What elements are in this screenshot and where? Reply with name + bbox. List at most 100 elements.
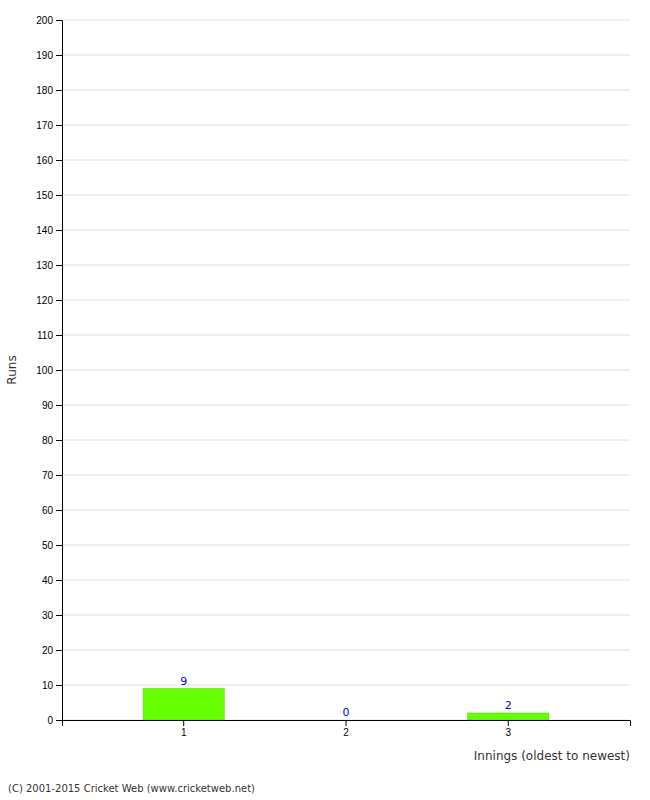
y-tick-label: 0	[47, 715, 53, 726]
data-label: 0	[343, 706, 350, 719]
y-tick: 130	[36, 260, 62, 271]
y-tick: 160	[36, 155, 62, 166]
y-tick-label: 30	[42, 610, 54, 621]
bar	[143, 689, 224, 721]
x-axis-line	[63, 721, 631, 727]
y-axis: 0 10 20 30 40 50 60 70 80 90 100 110 120 130 140 150 160…	[36, 15, 62, 726]
y-tick: 100	[36, 365, 62, 376]
y-tick: 190	[36, 50, 62, 61]
grid-line	[62, 370, 630, 371]
y-tick: 0	[47, 715, 62, 726]
y-tick-mark	[56, 55, 62, 56]
chart: 0102030405060708090100110120130140150160…	[0, 0, 650, 800]
y-tick-label: 20	[42, 645, 54, 656]
y-tick: 50	[42, 540, 62, 551]
y-tick: 40	[42, 575, 62, 586]
bar	[305, 720, 386, 721]
x-tick-mark	[346, 720, 347, 726]
y-tick-mark	[56, 405, 62, 406]
y-tick-label: 40	[42, 575, 54, 586]
y-tick-mark	[56, 265, 62, 266]
grid-line	[62, 405, 630, 406]
y-tick: 110	[37, 330, 62, 341]
grid-line	[62, 685, 630, 686]
y-tick-mark	[56, 720, 62, 721]
y-axis-title: Runs	[5, 355, 19, 384]
y-tick: 170	[36, 120, 62, 131]
bars	[143, 689, 549, 721]
y-tick-label: 80	[42, 435, 54, 446]
y-tick-mark	[56, 230, 62, 231]
y-tick-mark	[56, 125, 62, 126]
x-tick-mark	[183, 720, 184, 726]
grid	[62, 20, 630, 720]
x-tick: 3	[506, 720, 512, 738]
y-tick-mark	[56, 20, 62, 21]
grid-line	[62, 160, 630, 161]
y-tick-label: 70	[42, 470, 54, 481]
grid-line	[62, 195, 630, 196]
grid-line	[62, 335, 630, 336]
y-tick-label: 90	[42, 400, 54, 411]
y-tick-mark	[56, 195, 62, 196]
data-label: 2	[505, 699, 512, 712]
y-tick-label: 140	[36, 225, 53, 236]
bar	[468, 713, 549, 720]
x-tick-label: 2	[343, 727, 349, 738]
y-tick-mark	[56, 650, 62, 651]
y-tick: 20	[42, 645, 62, 656]
y-tick-label: 60	[42, 505, 54, 516]
y-tick: 140	[36, 225, 62, 236]
y-tick-label: 130	[36, 260, 53, 271]
grid-line	[62, 300, 630, 301]
y-tick-mark	[56, 335, 62, 336]
grid-line	[62, 55, 630, 56]
x-tick-mark	[508, 720, 509, 726]
grid-line	[62, 230, 630, 231]
y-tick-label: 190	[36, 50, 53, 61]
y-tick: 200	[36, 15, 62, 26]
grid-line	[62, 615, 630, 616]
y-tick-mark	[56, 160, 62, 161]
grid-line	[62, 650, 630, 651]
y-axis-line	[56, 21, 63, 721]
data-label: 9	[180, 675, 187, 688]
x-tick: 2	[343, 720, 349, 738]
y-tick: 60	[42, 505, 62, 516]
y-tick-mark	[56, 90, 62, 91]
grid-line	[62, 440, 630, 441]
grid-line	[62, 20, 630, 21]
x-axis: 1 2 3	[63, 720, 631, 738]
y-tick-mark	[56, 440, 62, 441]
grid-line	[62, 510, 630, 511]
grid-line	[62, 90, 630, 91]
y-tick-mark	[56, 580, 62, 581]
y-tick: 150	[36, 190, 62, 201]
y-tick-label: 110	[37, 330, 53, 341]
y-tick-mark	[56, 615, 62, 616]
y-tick-label: 170	[36, 120, 53, 131]
y-tick-mark	[56, 300, 62, 301]
y-tick: 120	[36, 295, 62, 306]
y-tick-label: 120	[36, 295, 53, 306]
data-labels: 9 0 2	[180, 675, 512, 720]
x-tick-label: 1	[181, 727, 187, 738]
y-tick-label: 50	[42, 540, 54, 551]
y-tick-label: 160	[36, 155, 53, 166]
x-tick: 1	[181, 720, 187, 738]
y-tick-label: 180	[36, 85, 53, 96]
y-tick-mark	[56, 545, 62, 546]
y-tick-mark	[56, 475, 62, 476]
x-axis-title: Innings (oldest to newest)	[474, 749, 630, 763]
y-tick-label: 200	[36, 15, 53, 26]
y-tick-mark	[56, 510, 62, 511]
y-tick: 80	[42, 435, 62, 446]
y-tick: 90	[42, 400, 62, 411]
y-tick-label: 10	[42, 680, 54, 691]
grid-line	[62, 545, 630, 546]
y-tick: 180	[36, 85, 62, 96]
x-tick-label: 3	[506, 727, 512, 738]
y-tick: 70	[42, 470, 62, 481]
grid-line	[62, 125, 630, 126]
grid-line	[62, 265, 630, 266]
